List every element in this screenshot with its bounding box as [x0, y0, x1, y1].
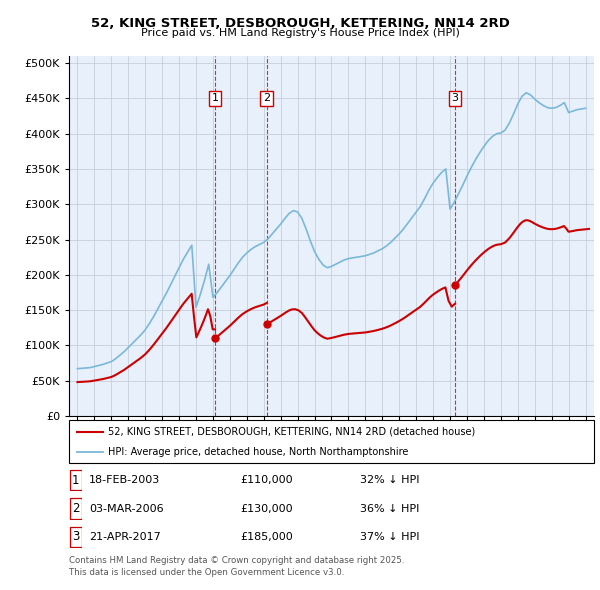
FancyBboxPatch shape — [70, 470, 82, 490]
Text: 37% ↓ HPI: 37% ↓ HPI — [360, 532, 419, 542]
Text: 2: 2 — [263, 93, 270, 103]
Text: 1: 1 — [72, 474, 79, 487]
FancyBboxPatch shape — [70, 527, 82, 547]
FancyBboxPatch shape — [69, 420, 594, 463]
Text: £130,000: £130,000 — [240, 504, 293, 513]
Text: 2: 2 — [72, 502, 79, 515]
Text: 03-MAR-2006: 03-MAR-2006 — [89, 504, 163, 513]
Text: £110,000: £110,000 — [240, 476, 293, 485]
Text: 32% ↓ HPI: 32% ↓ HPI — [360, 476, 419, 485]
Text: Contains HM Land Registry data © Crown copyright and database right 2025.
This d: Contains HM Land Registry data © Crown c… — [69, 556, 404, 577]
Text: 18-FEB-2003: 18-FEB-2003 — [89, 476, 160, 485]
Text: 36% ↓ HPI: 36% ↓ HPI — [360, 504, 419, 513]
Text: 21-APR-2017: 21-APR-2017 — [89, 532, 161, 542]
Text: 3: 3 — [451, 93, 458, 103]
Text: 52, KING STREET, DESBOROUGH, KETTERING, NN14 2RD (detached house): 52, KING STREET, DESBOROUGH, KETTERING, … — [109, 427, 476, 437]
Text: £185,000: £185,000 — [240, 532, 293, 542]
Text: 3: 3 — [72, 530, 79, 543]
FancyBboxPatch shape — [70, 499, 82, 519]
Text: 1: 1 — [211, 93, 218, 103]
Text: 52, KING STREET, DESBOROUGH, KETTERING, NN14 2RD: 52, KING STREET, DESBOROUGH, KETTERING, … — [91, 17, 509, 30]
Text: HPI: Average price, detached house, North Northamptonshire: HPI: Average price, detached house, Nort… — [109, 447, 409, 457]
Text: Price paid vs. HM Land Registry's House Price Index (HPI): Price paid vs. HM Land Registry's House … — [140, 28, 460, 38]
